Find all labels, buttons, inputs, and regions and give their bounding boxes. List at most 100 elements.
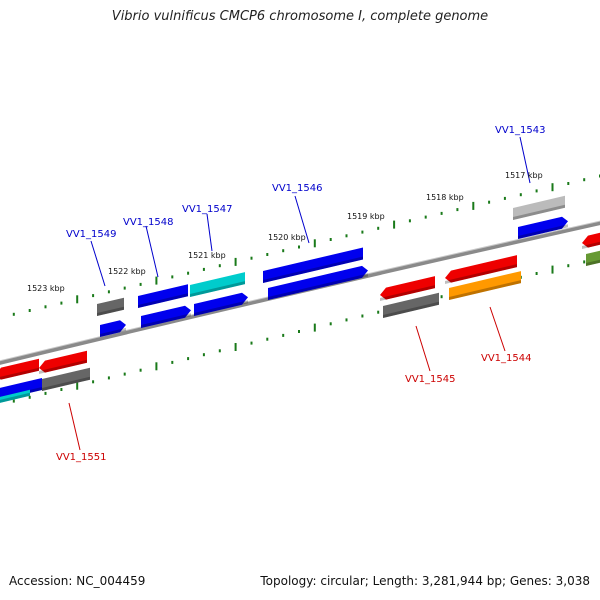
upper-scale-dot <box>107 290 110 294</box>
gene-gray-left-lower <box>42 367 90 391</box>
leader-vv1-1548 <box>145 225 159 278</box>
upper-scale-dot <box>503 196 506 200</box>
lower-scale-dot <box>44 391 47 395</box>
gene-features <box>0 195 600 403</box>
gene-blue-inner-2-shade <box>194 300 248 316</box>
gene-blue-long-inner-shade <box>268 273 368 300</box>
gene-red-mid-shade <box>380 285 435 301</box>
gene-red-left-1-shade <box>0 367 39 380</box>
chromosome-backbone <box>0 221 600 365</box>
gene-label-vv1-1551: VV1_1551 <box>56 452 107 463</box>
kbp-label-1520: 1520 kbp <box>268 233 306 242</box>
leader-vv1-1546 <box>294 195 310 244</box>
gene-gray-left-lower-shade <box>42 376 90 391</box>
upper-scale-tick-mark <box>393 220 396 229</box>
gene-lightgray-outer-shade <box>513 204 565 220</box>
upper-scale-dot <box>567 182 570 185</box>
upper-scale-dot <box>12 312 15 316</box>
gene-orange-lower-shade <box>449 280 521 300</box>
label-leaders <box>68 136 531 451</box>
gene-gray-small-outer-shade <box>97 306 124 316</box>
lower-scale-dot <box>171 360 174 364</box>
upper-scale-dot <box>424 215 427 219</box>
upper-scale-dot <box>440 211 443 215</box>
upper-scale-dot <box>28 309 31 312</box>
gene-red-edge <box>582 232 600 249</box>
upper-scale-dot <box>171 275 174 279</box>
lower-scale-dot <box>202 353 205 357</box>
gene-label-vv1-1545: VV1_1545 <box>405 374 456 385</box>
upper-scale-dot <box>218 264 221 268</box>
genome-summary-text: Topology: circular; Length: 3,281,944 bp… <box>260 574 590 588</box>
upper-scale-dot <box>139 282 142 286</box>
upper-scale-dot <box>187 271 190 275</box>
gene-blue-inner-3-body <box>518 216 568 239</box>
gene-label-vv1-1544: VV1_1544 <box>481 353 532 364</box>
gene-blue-inner-2-body <box>194 292 248 316</box>
upper-scale-dot <box>250 256 253 260</box>
gene-cyan-left-lower-body <box>0 389 30 403</box>
lower-scale-tick-mark <box>551 265 554 274</box>
gene-gray-small-outer-body <box>97 297 124 316</box>
gene-cyan-outer-body <box>190 272 245 297</box>
upper-scale-dot <box>345 234 348 238</box>
lower-scale-dot <box>440 295 443 299</box>
gene-red-left-1 <box>0 358 39 380</box>
gene-gray-left-lower-body <box>42 367 90 391</box>
gene-label-vv1-1543: VV1_1543 <box>495 125 546 136</box>
gene-blue-small-inner <box>100 320 126 337</box>
gene-cyan-outer-shade <box>190 281 245 297</box>
upper-scale-dot <box>535 189 538 193</box>
gene-gray-mid-lower-shade <box>383 301 439 318</box>
upper-scale-dot <box>123 286 126 290</box>
upper-scale-tick-mark <box>155 276 158 285</box>
upper-scale-dots <box>12 174 600 316</box>
lower-scale-dot <box>123 372 126 376</box>
gene-red-edge-body <box>582 232 600 248</box>
gene-gray-small-outer <box>97 297 124 316</box>
gene-blue-inner-3-shade <box>518 224 568 239</box>
gene-lightgray-outer-body <box>513 195 565 220</box>
gene-blue-inner-1 <box>141 305 191 328</box>
map-title: Vibrio vulnificus CMCP6 chromosome I, co… <box>111 9 489 24</box>
gene-red-left-2-body <box>39 350 87 373</box>
gene-blue-outer-1-body <box>138 284 188 308</box>
kbp-label-1521: 1521 kbp <box>188 251 226 260</box>
leader-vv1-1545 <box>415 325 431 372</box>
lower-scale-tick-mark <box>313 323 316 332</box>
lower-scale-dot <box>583 260 586 264</box>
gene-cyan-outer <box>190 272 245 297</box>
upper-scale-dot <box>583 178 586 182</box>
lower-scale-dot <box>329 322 332 326</box>
upper-scale-tick-mark <box>313 239 316 248</box>
gene-red-right-body <box>445 255 517 283</box>
lower-scale-dot <box>107 376 110 380</box>
upper-scale-dot <box>202 267 205 271</box>
gene-cyan-left-lower-shade <box>0 392 30 403</box>
lower-scale-tick-mark <box>76 381 79 390</box>
kbp-label-1523: 1523 kbp <box>27 284 65 293</box>
gene-label-vv1-1546: VV1_1546 <box>272 183 323 194</box>
lower-scale-dot <box>250 341 253 345</box>
upper-scale-dot <box>329 238 332 241</box>
gene-blue-small-inner-body <box>100 320 126 337</box>
gene-red-mid-body <box>380 276 435 300</box>
upper-scale-tick-mark <box>76 295 79 304</box>
lower-scale-dot <box>218 349 221 353</box>
upper-scale-dot <box>377 226 380 230</box>
lower-scale-dot <box>282 333 285 337</box>
upper-scale-tick-mark <box>234 257 237 266</box>
lower-scale-dot <box>361 314 364 318</box>
upper-scale-tick-mark <box>551 183 554 192</box>
kbp-label-1517: 1517 kbp <box>505 171 543 180</box>
lower-scale-dot <box>567 264 570 268</box>
gene-olive-edge-shade <box>586 259 600 266</box>
upper-scale-dot <box>408 219 411 223</box>
gene-cyan-left-lower <box>0 389 30 403</box>
gene-label-vv1-1548: VV1_1548 <box>123 217 174 228</box>
accession-text: Accession: NC_004459 <box>9 574 146 588</box>
lower-scale-dot <box>12 399 15 403</box>
upper-scale-tick-mark <box>472 201 475 210</box>
gene-orange-lower <box>449 271 521 300</box>
upper-scale-dot <box>282 249 285 253</box>
